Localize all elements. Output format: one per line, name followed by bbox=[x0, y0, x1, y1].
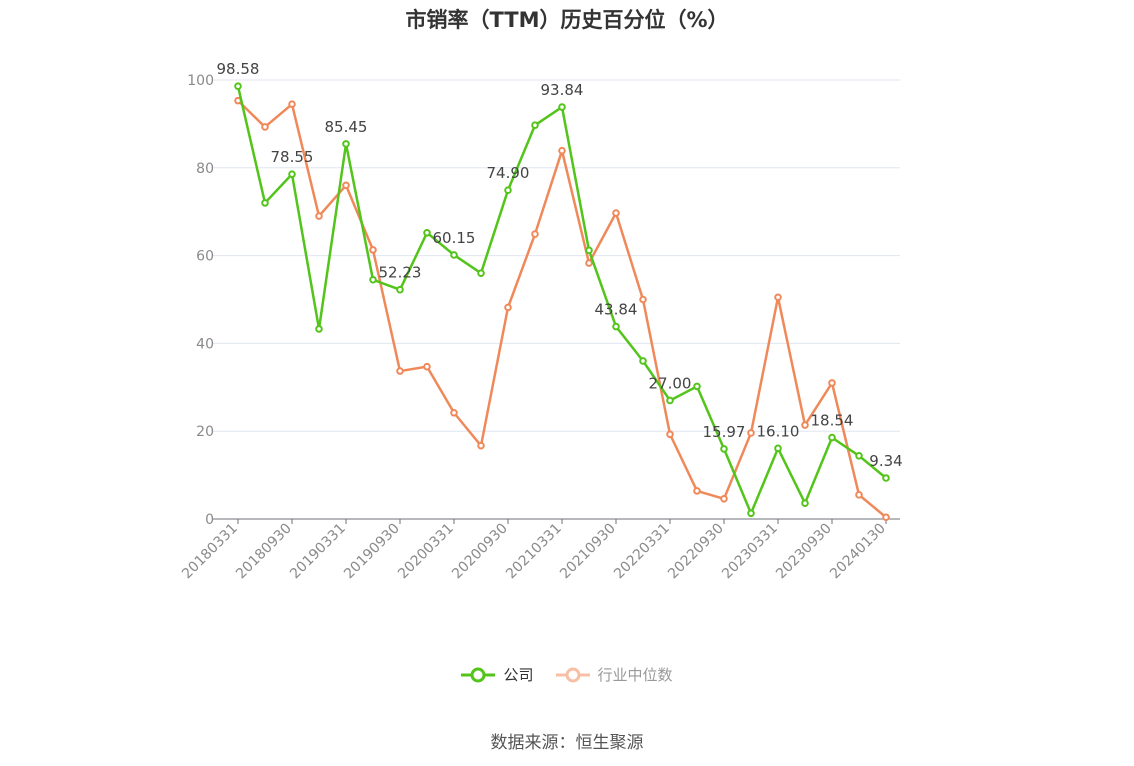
x-tick-label: 20210930 bbox=[557, 521, 619, 583]
data-point bbox=[477, 441, 485, 450]
chart-title: 市销率（TTM）历史百分位（%） bbox=[405, 8, 729, 32]
data-point bbox=[639, 357, 647, 365]
data-point bbox=[369, 246, 377, 254]
data-point bbox=[450, 408, 458, 417]
data-point bbox=[720, 495, 728, 503]
data-point bbox=[612, 322, 620, 331]
data-point bbox=[396, 367, 404, 375]
data-label: 9.34 bbox=[869, 452, 902, 470]
data-point bbox=[261, 199, 269, 207]
data-point bbox=[585, 259, 593, 267]
x-tick-label: 20190930 bbox=[341, 521, 403, 583]
data-label: 78.55 bbox=[271, 148, 314, 166]
data-point bbox=[261, 123, 269, 131]
data-label: 85.45 bbox=[325, 118, 368, 136]
data-point bbox=[531, 230, 539, 238]
data-point bbox=[315, 325, 323, 333]
y-tick-label: 0 bbox=[205, 512, 214, 528]
data-label: 52.23 bbox=[379, 264, 422, 282]
legend: 公司 行业中位数 bbox=[0, 664, 1134, 685]
data-point bbox=[693, 382, 701, 391]
data-point bbox=[720, 445, 728, 453]
data-point bbox=[666, 430, 674, 439]
data-label: 27.00 bbox=[649, 374, 692, 392]
data-point bbox=[774, 293, 782, 302]
data-point bbox=[855, 451, 863, 460]
data-point bbox=[801, 499, 809, 507]
y-tick-label: 20 bbox=[196, 424, 214, 440]
legend-item-company[interactable]: 公司 bbox=[461, 664, 534, 685]
y-tick-label: 80 bbox=[196, 161, 214, 177]
legend-swatch-industry bbox=[555, 667, 590, 682]
data-point bbox=[504, 186, 512, 194]
x-axis: 2018033120180930201903312019093020200331… bbox=[179, 518, 900, 583]
x-tick-label: 20230930 bbox=[773, 521, 835, 583]
data-point bbox=[882, 513, 890, 522]
data-point bbox=[234, 82, 242, 91]
data-point bbox=[558, 103, 566, 111]
data-point bbox=[558, 146, 566, 155]
x-tick-label: 20200930 bbox=[449, 521, 511, 583]
data-point bbox=[288, 100, 296, 108]
data-label: 98.58 bbox=[217, 60, 260, 78]
data-point bbox=[828, 379, 836, 387]
data-point bbox=[315, 212, 323, 220]
data-label: 60.15 bbox=[433, 229, 476, 247]
data-label: 93.84 bbox=[541, 81, 584, 99]
data-point bbox=[693, 487, 701, 495]
data-point bbox=[855, 491, 863, 499]
series-line-industry bbox=[237, 99, 887, 519]
x-tick-label: 20200331 bbox=[395, 521, 457, 583]
y-axis-ticks: 0 20 40 60 80 100 bbox=[187, 73, 214, 528]
data-point bbox=[882, 474, 890, 482]
data-point bbox=[612, 209, 620, 217]
data-point bbox=[801, 421, 809, 429]
data-point bbox=[423, 362, 431, 371]
data-point bbox=[342, 181, 350, 190]
data-point bbox=[342, 140, 350, 148]
data-point bbox=[828, 433, 836, 442]
data-point bbox=[450, 251, 458, 259]
x-tick-label: 20240130 bbox=[827, 521, 889, 583]
x-tick-label: 20180331 bbox=[179, 521, 241, 583]
data-labels: 98.58 78.55 85.45 52.23 60.15 74.90 93.84 43.84… bbox=[217, 60, 903, 470]
data-point bbox=[369, 275, 377, 284]
data-point bbox=[585, 246, 593, 255]
x-tick-label: 20220930 bbox=[665, 521, 727, 583]
data-label: 74.90 bbox=[487, 164, 530, 182]
data-point bbox=[396, 285, 404, 294]
data-point bbox=[531, 121, 539, 130]
data-label: 15.97 bbox=[703, 423, 746, 441]
legend-label-company: 公司 bbox=[503, 666, 534, 684]
data-point bbox=[747, 509, 755, 518]
x-tick-label: 20190331 bbox=[287, 521, 349, 583]
data-point bbox=[423, 228, 431, 237]
y-tick-label: 40 bbox=[196, 336, 214, 352]
data-label: 18.54 bbox=[811, 412, 854, 430]
data-point bbox=[639, 295, 647, 304]
x-tick-label: 20210331 bbox=[503, 521, 565, 583]
x-tick-label: 20180930 bbox=[233, 521, 295, 583]
y-tick-label: 60 bbox=[196, 249, 214, 265]
data-point bbox=[504, 303, 512, 312]
x-tick-label: 20220331 bbox=[611, 521, 673, 583]
data-point bbox=[477, 269, 485, 277]
legend-label-industry: 行业中位数 bbox=[597, 666, 673, 684]
y-tick-label: 100 bbox=[187, 73, 214, 89]
data-point bbox=[774, 444, 782, 453]
data-label: 43.84 bbox=[595, 301, 638, 319]
legend-swatch-company bbox=[461, 667, 496, 682]
data-point bbox=[747, 429, 755, 437]
x-tick-label: 20230331 bbox=[719, 521, 781, 583]
data-point bbox=[666, 396, 674, 405]
data-point bbox=[288, 170, 296, 178]
data-label: 16.10 bbox=[757, 422, 800, 440]
data-source: 数据来源：恒生聚源 bbox=[490, 733, 644, 753]
legend-item-industry[interactable]: 行业中位数 bbox=[555, 664, 673, 685]
grid-lines bbox=[213, 79, 900, 432]
series-lines bbox=[234, 82, 890, 522]
